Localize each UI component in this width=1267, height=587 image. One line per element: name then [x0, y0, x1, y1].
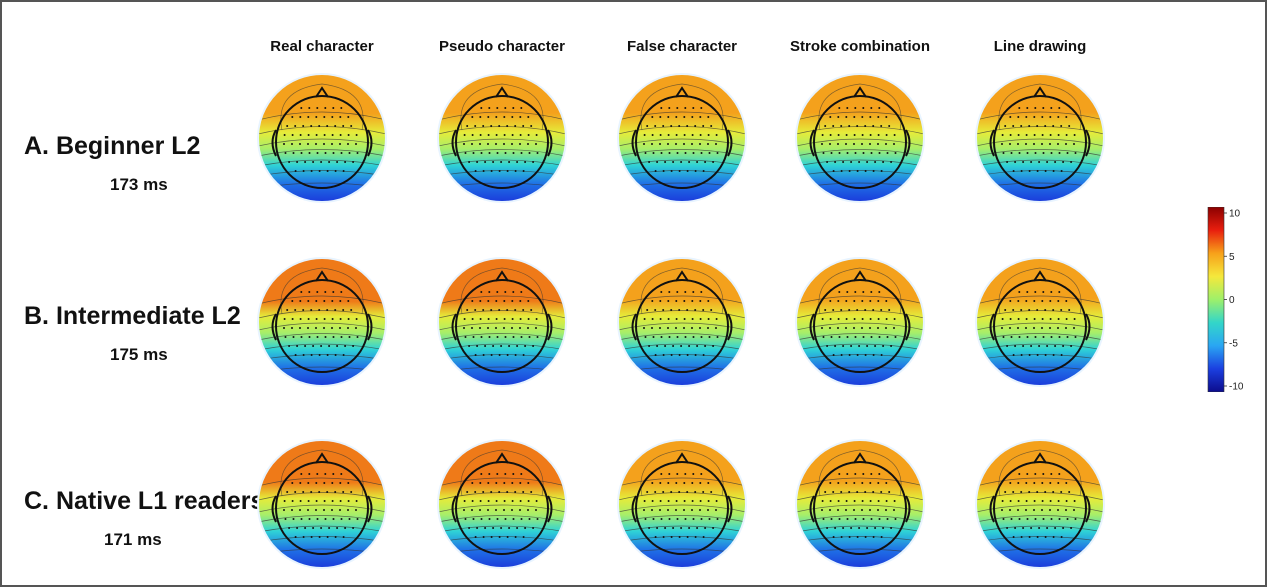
topographic-map: [434, 254, 570, 390]
topographic-map: [254, 436, 390, 572]
column-header: Pseudo character: [439, 38, 565, 55]
latency-label: 175 ms: [110, 345, 168, 364]
column-header: Line drawing: [993, 38, 1087, 55]
topographic-map: [434, 70, 570, 206]
colorbar-tick-label: -10: [1229, 382, 1244, 393]
topographic-map: [614, 436, 750, 572]
topographic-map: [972, 436, 1108, 572]
row-label: A. Beginner L2 173 ms: [24, 132, 284, 195]
topographic-map: [792, 436, 928, 572]
topographic-map: [792, 254, 928, 390]
column-header: False character: [626, 38, 738, 55]
topographic-map: [792, 70, 928, 206]
latency-label: 171 ms: [104, 530, 162, 549]
colorbar-tick-label: 10: [1229, 209, 1241, 220]
colorbar: 10 5 0 -5 -10: [1207, 207, 1259, 392]
topographic-map: [972, 70, 1108, 206]
colorbar-tick-label: 0: [1229, 295, 1235, 306]
column-header: Stroke combination: [789, 38, 931, 55]
group-label: C. Native L1 readers: [24, 487, 265, 515]
group-label: A. Beginner L2: [24, 132, 201, 160]
topographic-map: [614, 70, 750, 206]
column-header: Real character: [270, 38, 374, 55]
topographic-map: [614, 254, 750, 390]
colorbar-tick-label: -5: [1229, 338, 1238, 349]
row-label: B. Intermediate L2 175 ms: [24, 302, 284, 365]
topographic-map: [434, 436, 570, 572]
topographic-map: [254, 254, 390, 390]
topographic-map: [254, 70, 390, 206]
row-label: C. Native L1 readers 171 ms: [24, 487, 284, 550]
colorbar-tick-label: 5: [1229, 252, 1235, 263]
colorbar-gradient: [1207, 207, 1225, 392]
group-label: B. Intermediate L2: [24, 302, 241, 330]
latency-label: 173 ms: [110, 175, 168, 194]
topographic-map: [972, 254, 1108, 390]
